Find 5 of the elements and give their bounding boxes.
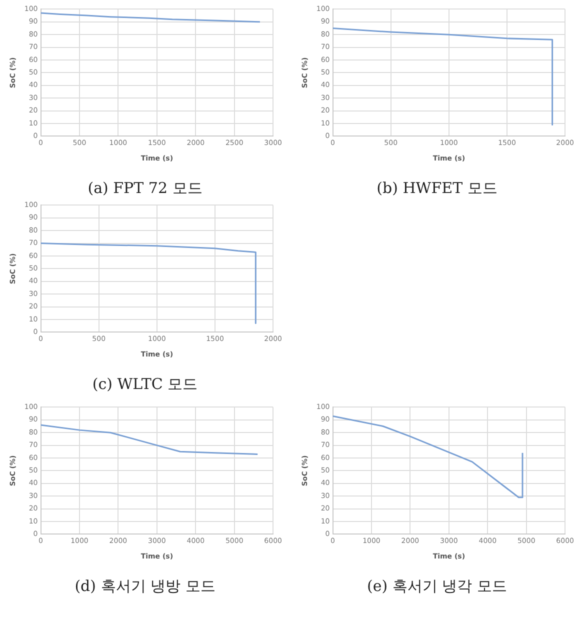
text: (b) HWFET 모드 [376,179,498,198]
text: (d) 혹서기 냉방 모드 [74,577,216,596]
text: (c) WLTC 모드 [91,375,199,394]
text: (e) 혹서기 냉각 모드 [366,577,508,596]
text: (a) FPT 72 모드 [86,179,204,198]
